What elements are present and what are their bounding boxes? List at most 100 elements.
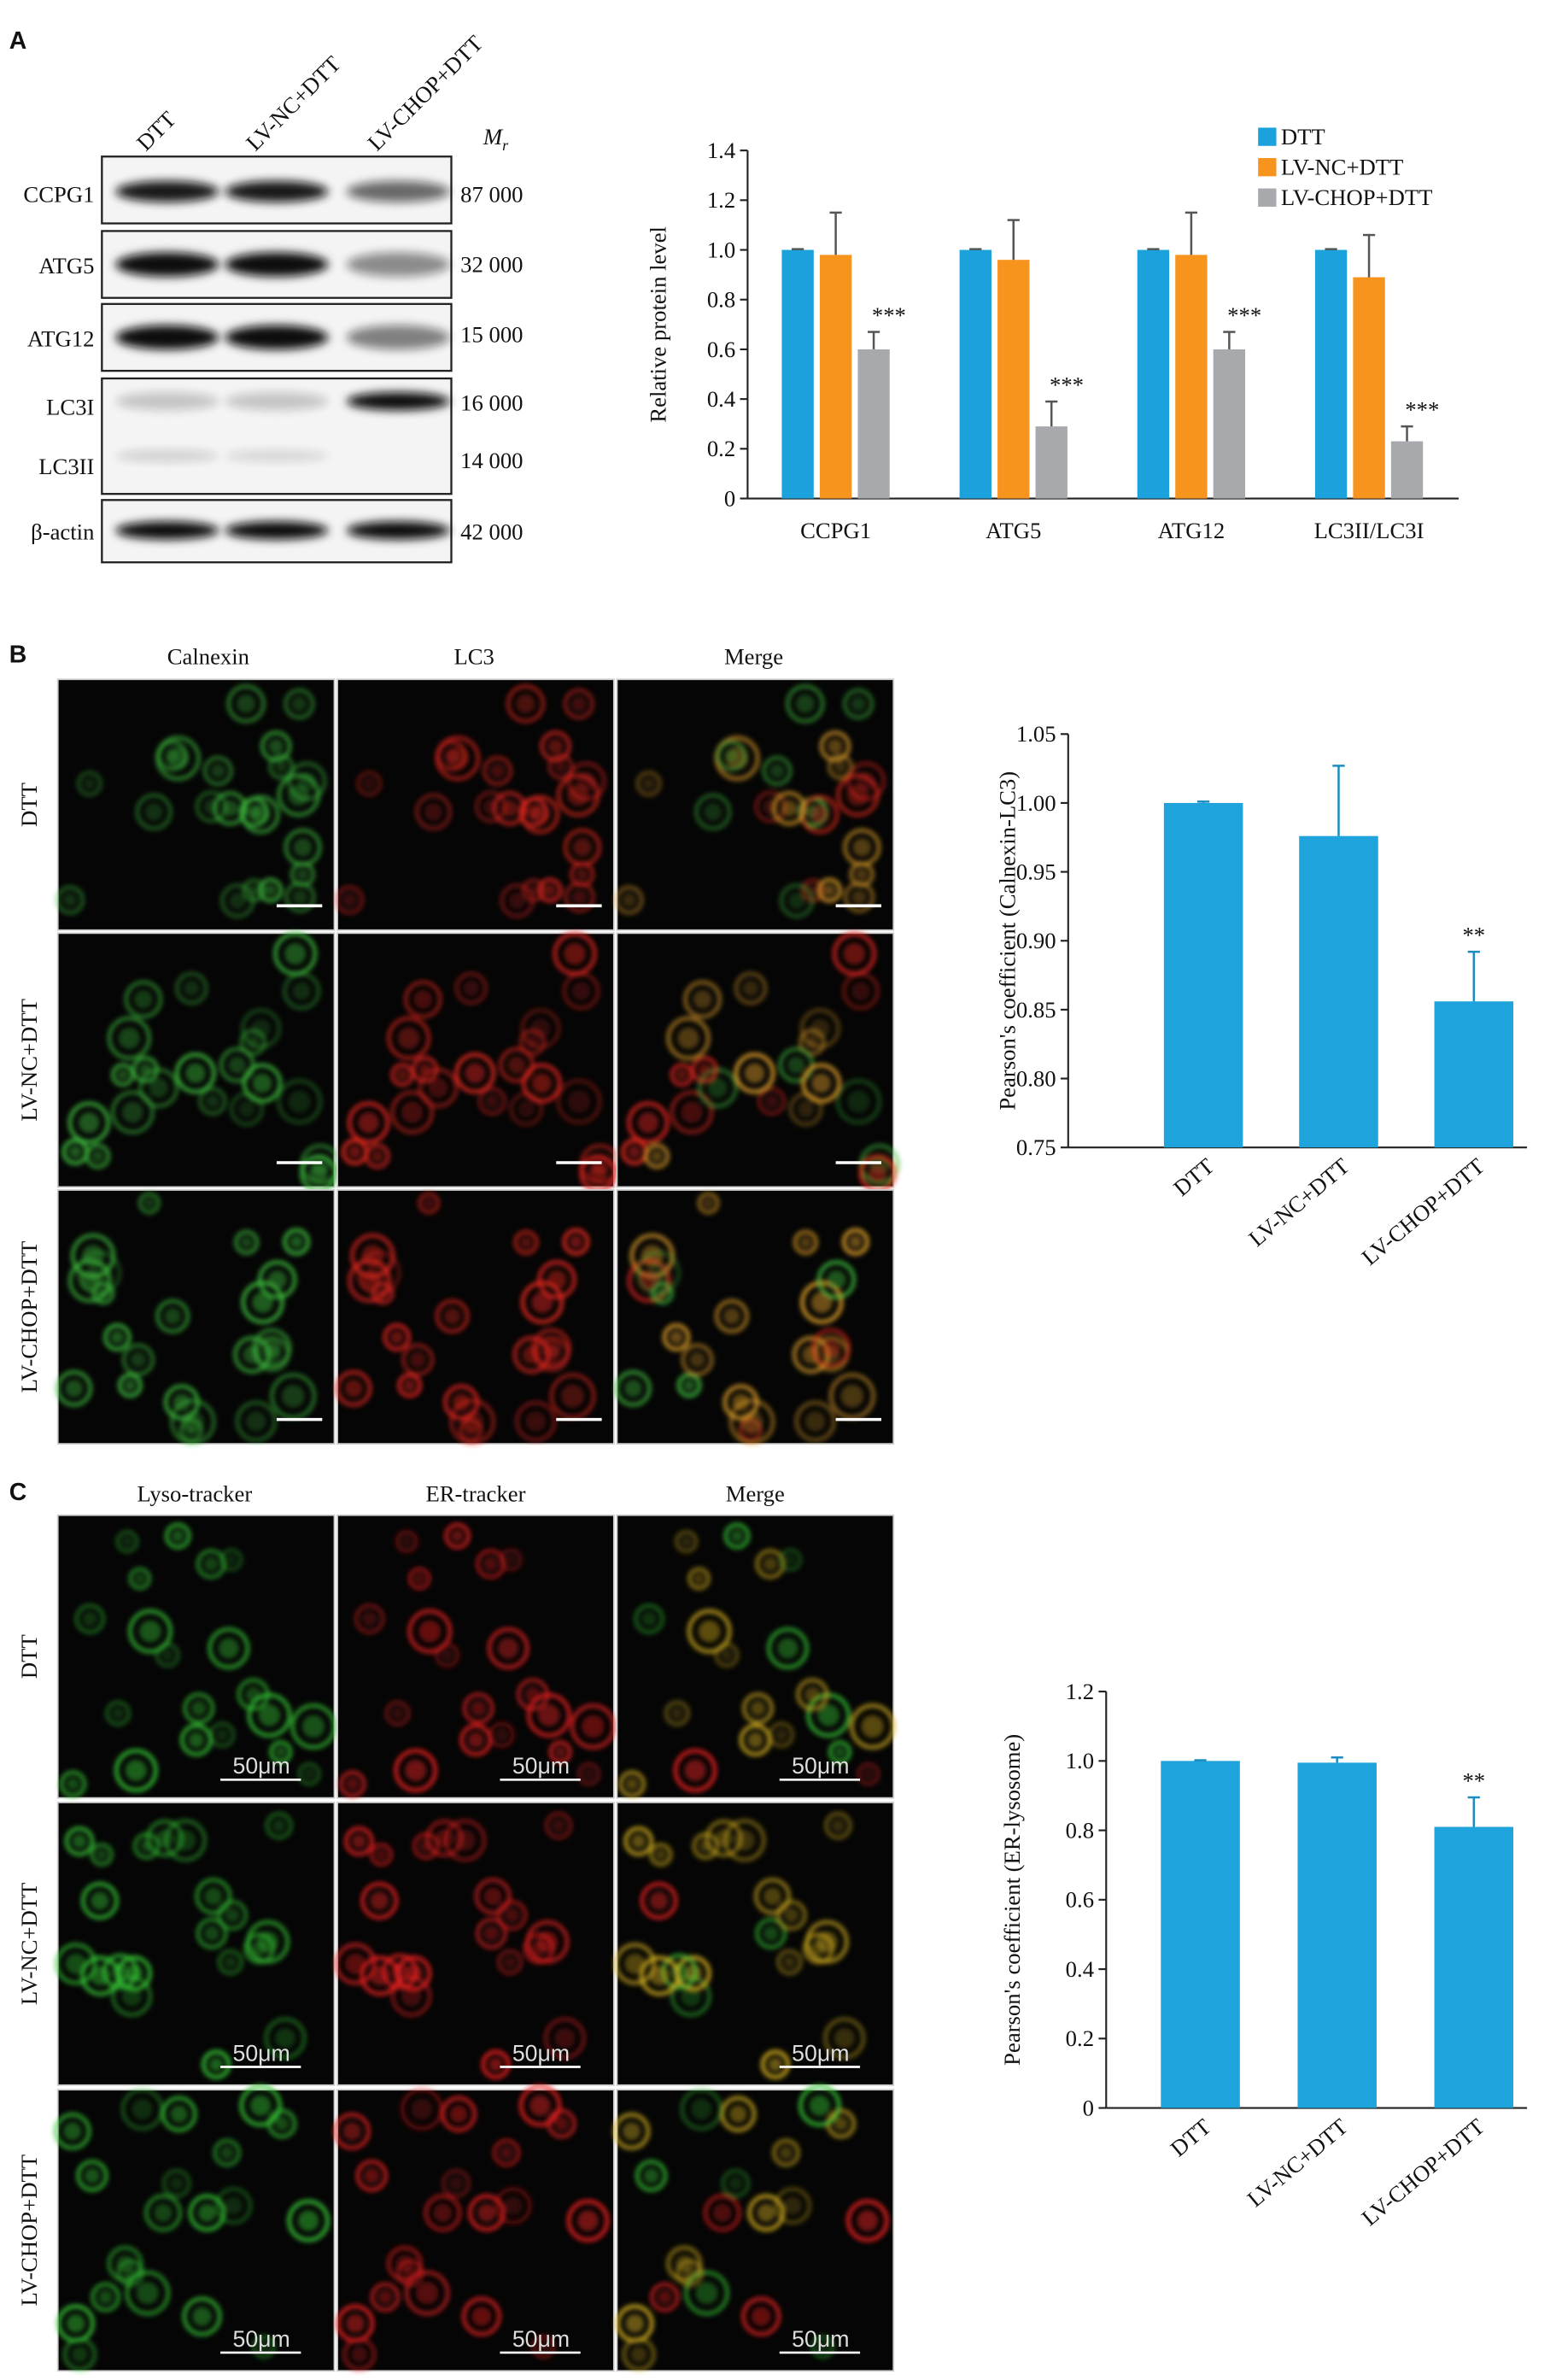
cell-core [188,1732,205,1749]
cell [387,1016,431,1060]
cell-core [732,1393,750,1411]
bar [1213,349,1246,499]
cell [128,1609,173,1654]
cell [513,1229,539,1255]
cell-core [649,1891,669,1910]
cell-core [169,2176,184,2190]
cell [333,2113,371,2150]
cell-core [799,1236,812,1249]
cell [103,1323,132,1351]
cell [623,1826,653,1856]
cell [774,2187,812,2225]
cell-core [272,1819,286,1832]
cell [135,793,173,831]
cell [841,1228,869,1256]
error-bar [1467,1796,1480,1827]
cell [531,2335,556,2359]
cell [697,1192,720,1215]
panel-label: C [9,1479,27,1506]
bar [959,249,992,499]
cell [801,1063,841,1104]
cell-core [219,2146,234,2160]
y-tick-label: 0.8 [707,287,735,313]
cells [335,1192,596,1445]
micrograph [616,1514,895,1799]
cell [237,1678,270,1711]
cell [155,1298,190,1334]
significance: *** [1050,372,1084,397]
cell-core [704,802,722,822]
x-tick-label: LV-NC+DTT [1243,2113,1353,2212]
cell-core [224,2196,243,2215]
cell-core [238,1100,255,1118]
cell [796,1678,829,1711]
cell-core [622,2122,641,2141]
cell [694,793,732,831]
cell [287,761,327,801]
cell-core [245,1410,266,1432]
error-bar [1194,1759,1207,1762]
cell-core [804,1686,821,1703]
cell [246,1920,290,1964]
error-bar [1467,950,1480,1002]
y-tick-label: 0 [1083,2095,1094,2120]
cell [754,1878,791,1915]
cell-core [536,1931,559,1953]
cell [251,2335,276,2359]
cell [734,971,768,1005]
cell-core [204,1887,223,1906]
cell-core [463,980,480,997]
cell [772,2138,800,2167]
mr-label: 42 000 [460,519,523,545]
cell [771,791,807,826]
micrograph [56,932,336,1188]
cell-core [541,1338,562,1358]
cell [649,1843,673,1867]
cell [412,1832,440,1860]
cell [676,2259,704,2287]
error-bar [1045,400,1058,427]
cell [651,1281,674,1305]
cell [436,740,468,771]
cell [111,1063,135,1087]
scale-bar-label: 50μm [512,1753,570,1779]
cell [760,2049,790,2079]
cell-core [576,868,588,881]
cell-core [769,763,785,778]
y-tick-label: 0.80 [1016,1065,1056,1091]
cell-core [288,1090,312,1113]
bar [1137,249,1170,499]
cell [265,1811,293,1840]
cell-core [682,2266,697,2280]
cell-core [258,2341,270,2353]
mr-label: 87 000 [460,182,523,208]
cell-core [849,1235,863,1249]
cell-core [84,2167,100,2184]
cell-core [301,1715,325,1738]
cell [55,1943,97,1985]
cell [562,1228,590,1256]
cell-core [401,1536,412,1547]
cell-core [784,1908,799,1923]
cell [776,1900,807,1931]
cell-core [249,2095,272,2117]
cell [716,740,747,771]
bar [1175,255,1208,499]
cell-core [868,1164,887,1183]
cell-core [488,2057,503,2072]
cell-core [670,1330,683,1345]
y-axis-label: Relative protein level [645,226,670,423]
cell-core [397,1027,420,1050]
x-tick-label: CCPG1 [800,518,871,543]
blot-band [115,180,219,202]
cell-core [623,1379,642,1398]
cell [499,1046,535,1083]
cell [563,688,594,720]
cell-core [567,1090,591,1113]
cell-core [483,1556,498,1572]
cell [476,1917,507,1949]
cell [675,1530,699,1554]
cell-core [631,1834,646,1849]
cell-core [250,1018,272,1039]
cell [634,1603,664,1634]
